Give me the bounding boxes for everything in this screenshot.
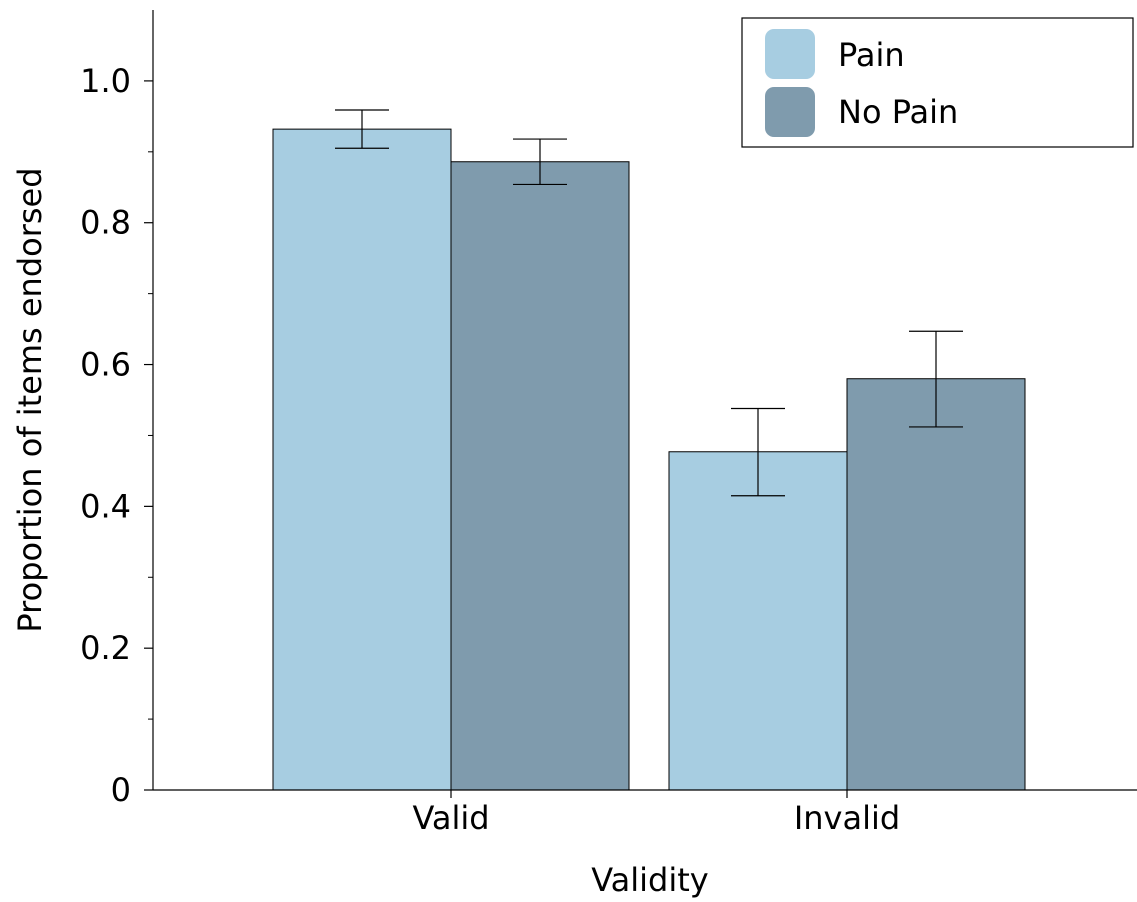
x-tick-label-valid: Valid bbox=[412, 799, 489, 837]
x-axis-title: Validity bbox=[591, 861, 708, 899]
legend-swatch-pain bbox=[765, 29, 815, 79]
bar-pain-invalid bbox=[668, 451, 848, 791]
x-tick-label-invalid: Invalid bbox=[794, 799, 900, 837]
legend-swatch-no-pain bbox=[765, 87, 815, 137]
legend-label-pain: Pain bbox=[838, 36, 905, 74]
legend-label-no-pain: No Pain bbox=[838, 93, 958, 131]
y-tick-label-0.4: 0.4 bbox=[80, 487, 131, 525]
y-axis-title: Proportion of items endorsed bbox=[11, 167, 49, 632]
y-tick-label-0.6: 0.6 bbox=[80, 346, 131, 384]
bar-no-pain-invalid bbox=[846, 378, 1026, 791]
y-ticks-layer: 0 0.2 0.4 0.6 0.8 1.0 bbox=[80, 62, 153, 809]
legend: Pain No Pain bbox=[741, 17, 1134, 148]
y-tick-label-0.2: 0.2 bbox=[80, 629, 131, 667]
bar-pain-valid bbox=[272, 128, 452, 791]
bar-no-pain-valid bbox=[450, 161, 630, 791]
y-tick-label-0.8: 0.8 bbox=[80, 204, 131, 242]
y-tick-label-1.0: 1.0 bbox=[80, 62, 131, 100]
error-bars-layer bbox=[335, 109, 963, 497]
bars-layer bbox=[272, 128, 1026, 791]
x-ticks-layer: Valid Invalid bbox=[412, 790, 900, 837]
y-tick-label-0: 0 bbox=[111, 771, 131, 809]
axes-layer bbox=[152, 10, 1137, 791]
